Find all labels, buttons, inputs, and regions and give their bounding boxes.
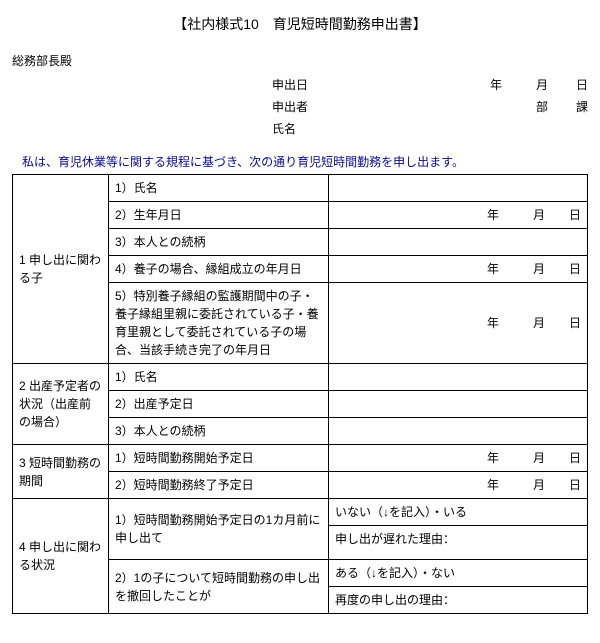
header-name-row: 氏名: [272, 117, 588, 139]
s3-val-2[interactable]: 年 月 日: [329, 472, 588, 499]
s3-val-1[interactable]: 年 月 日: [329, 445, 588, 472]
unit-month: 月: [505, 476, 551, 494]
s1-val-1[interactable]: [329, 175, 588, 202]
unit-day: 日: [551, 206, 581, 224]
form-title: 【社内様式10 育児短時間勤務申出書】: [12, 14, 588, 34]
unit-day: 日: [551, 260, 581, 278]
header-applicant-label: 申出者: [272, 98, 332, 115]
unit-day: 日: [554, 76, 588, 93]
header-date-label: 申出日: [272, 76, 332, 93]
unit-dept: 部: [508, 98, 554, 115]
s1-item-4: 4）養子の場合、縁組成立の年月日: [109, 256, 329, 283]
header-block: 申出日 年 月 日 申出者 部 課 氏名: [272, 73, 588, 139]
unit-day: 日: [551, 449, 581, 467]
s1-val-3[interactable]: [329, 229, 588, 256]
s2-item-2: 2）出産予定日: [109, 391, 329, 418]
unit-month: 月: [505, 260, 551, 278]
header-name-label: 氏名: [272, 120, 332, 137]
s3-item-1: 1）短時間勤務開始予定日: [109, 445, 329, 472]
unit-day: 日: [551, 476, 581, 494]
unit-year: 年: [459, 314, 505, 332]
s4-val-1b[interactable]: 申し出が遅れた理由：: [329, 526, 588, 560]
unit-year: 年: [459, 476, 505, 494]
s3-item-2: 2）短時間勤務終了予定日: [109, 472, 329, 499]
unit-day: 日: [551, 314, 581, 332]
unit-month: 月: [505, 314, 551, 332]
unit-year: 年: [459, 260, 505, 278]
s1-item-2: 2）生年月日: [109, 202, 329, 229]
unit-month: 月: [505, 449, 551, 467]
s2-val-3[interactable]: [329, 418, 588, 445]
s1-val-4[interactable]: 年 月 日: [329, 256, 588, 283]
intro-text: 私は、育児休業等に関する規程に基づき、次の通り育児短時間勤務を申し出ます。: [22, 153, 588, 170]
unit-year: 年: [459, 206, 505, 224]
s1-item-5: 5）特別養子縁組の監護期間中の子・養子縁組里親に委託されている子・養育里親として…: [109, 283, 329, 364]
s4-val-2b[interactable]: 再度の申し出の理由：: [329, 587, 588, 614]
s4-item-2: 2）1の子について短時間勤務の申し出を撤回したことが: [109, 560, 329, 614]
s1-item-3: 3）本人との続柄: [109, 229, 329, 256]
unit-section: 課: [554, 98, 588, 115]
section-4-title: 4 申し出に関わる状況: [13, 499, 109, 614]
header-date-row: 申出日 年 月 日: [272, 73, 588, 95]
addressee: 総務部長殿: [12, 52, 588, 69]
section-3-title: 3 短時間勤務の期間: [13, 445, 109, 499]
s4-val-1a[interactable]: いない（↓を記入）・いる: [329, 499, 588, 526]
s1-val-2[interactable]: 年 月 日: [329, 202, 588, 229]
unit-month: 月: [508, 76, 554, 93]
section-2-title: 2 出産予定者の状況（出産前の場合）: [13, 364, 109, 445]
section-1-title: 1 申し出に関わる子: [13, 175, 109, 364]
s1-item-1: 1）氏名: [109, 175, 329, 202]
s2-item-3: 3）本人との続柄: [109, 418, 329, 445]
unit-year: 年: [459, 449, 505, 467]
s2-val-2[interactable]: [329, 391, 588, 418]
s2-item-1: 1）氏名: [109, 364, 329, 391]
s4-item-1: 1）短時間勤務開始予定日の1カ月前に申し出て: [109, 499, 329, 560]
s4-val-2a[interactable]: ある（↓を記入）・ない: [329, 560, 588, 587]
main-table: 1 申し出に関わる子 1）氏名 2）生年月日 年 月 日 3）本人との続柄 4）…: [12, 174, 588, 614]
unit-year: 年: [462, 76, 508, 93]
s2-val-1[interactable]: [329, 364, 588, 391]
s1-val-5[interactable]: 年 月 日: [329, 283, 588, 364]
unit-month: 月: [505, 206, 551, 224]
header-applicant-row: 申出者 部 課: [272, 95, 588, 117]
